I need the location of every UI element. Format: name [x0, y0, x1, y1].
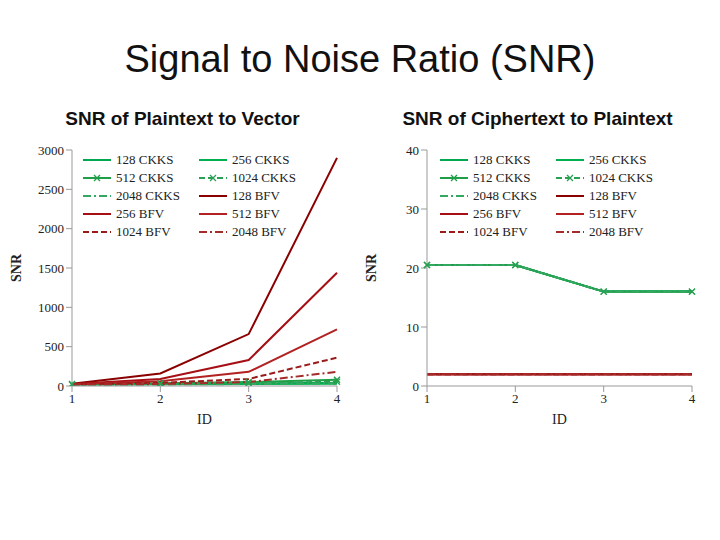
html-text:Signal to Noise Ratio (SNR): Signal to Noise Ratio (SNR)	[124, 38, 596, 80]
html-text:512 BFV: 512 BFV	[231, 206, 280, 221]
svg-text:0: 0	[413, 379, 420, 394]
svg-text:4: 4	[334, 391, 341, 406]
svg-text:1000: 1000	[38, 300, 64, 315]
svg-text:1: 1	[69, 391, 76, 406]
html-text:1024 CKKS: 1024 CKKS	[588, 170, 653, 185]
svg-text:20: 20	[406, 261, 419, 276]
svg-text:3: 3	[245, 391, 252, 406]
svg-text:2000: 2000	[38, 221, 64, 236]
html-text:256 CKKS: 256 CKKS	[231, 152, 290, 167]
svg-text:30: 30	[406, 202, 419, 217]
html-text:1024 BFV: 1024 BFV	[473, 224, 528, 239]
html-text:1024 CKKS: 1024 CKKS	[231, 170, 296, 185]
html-text:256 BFV: 256 BFV	[116, 206, 164, 221]
svg-text:3000: 3000	[38, 143, 64, 158]
html-text:128 BFV: 128 BFV	[231, 188, 280, 203]
html-text:128 CKKS: 128 CKKS	[116, 152, 174, 167]
html-text:SNR of Plaintext to Vector: SNR of Plaintext to Vector	[65, 108, 300, 129]
svg-text:10: 10	[406, 320, 419, 335]
html-text:128 CKKS: 128 CKKS	[473, 152, 531, 167]
html-text:512 CKKS: 512 CKKS	[473, 170, 531, 185]
svg-text:1500: 1500	[38, 261, 64, 276]
svg-text:2500: 2500	[38, 182, 64, 197]
html-text:128 BFV: 128 BFV	[588, 188, 637, 203]
html-text:512 BFV: 512 BFV	[588, 206, 637, 221]
svg-text:0: 0	[58, 379, 65, 394]
html-text:256 BFV: 256 BFV	[473, 206, 521, 221]
html-text:2048 BFV: 2048 BFV	[231, 224, 287, 239]
svg-text:SNR: SNR	[365, 253, 379, 282]
html-text:2048 BFV: 2048 BFV	[588, 224, 644, 239]
svg-text:SNR: SNR	[10, 253, 24, 282]
svg-text:500: 500	[45, 339, 65, 354]
svg-text:ID: ID	[552, 412, 567, 427]
html-text:512 CKKS: 512 CKKS	[116, 170, 174, 185]
svg-text:40: 40	[406, 143, 419, 158]
svg-text:2: 2	[512, 391, 519, 406]
html-text:SNR of Ciphertext to Plaintext: SNR of Ciphertext to Plaintext	[402, 108, 673, 129]
svg-text:2: 2	[157, 391, 164, 406]
svg-text:ID: ID	[197, 412, 212, 427]
html-text:2048 CKKS: 2048 CKKS	[473, 188, 537, 203]
html-text:2048 CKKS: 2048 CKKS	[116, 188, 180, 203]
svg-text:3: 3	[600, 391, 607, 406]
svg-text:1: 1	[424, 391, 431, 406]
svg-text:4: 4	[689, 391, 696, 406]
html-text:256 CKKS: 256 CKKS	[588, 152, 647, 167]
html-text:1024 BFV: 1024 BFV	[116, 224, 171, 239]
